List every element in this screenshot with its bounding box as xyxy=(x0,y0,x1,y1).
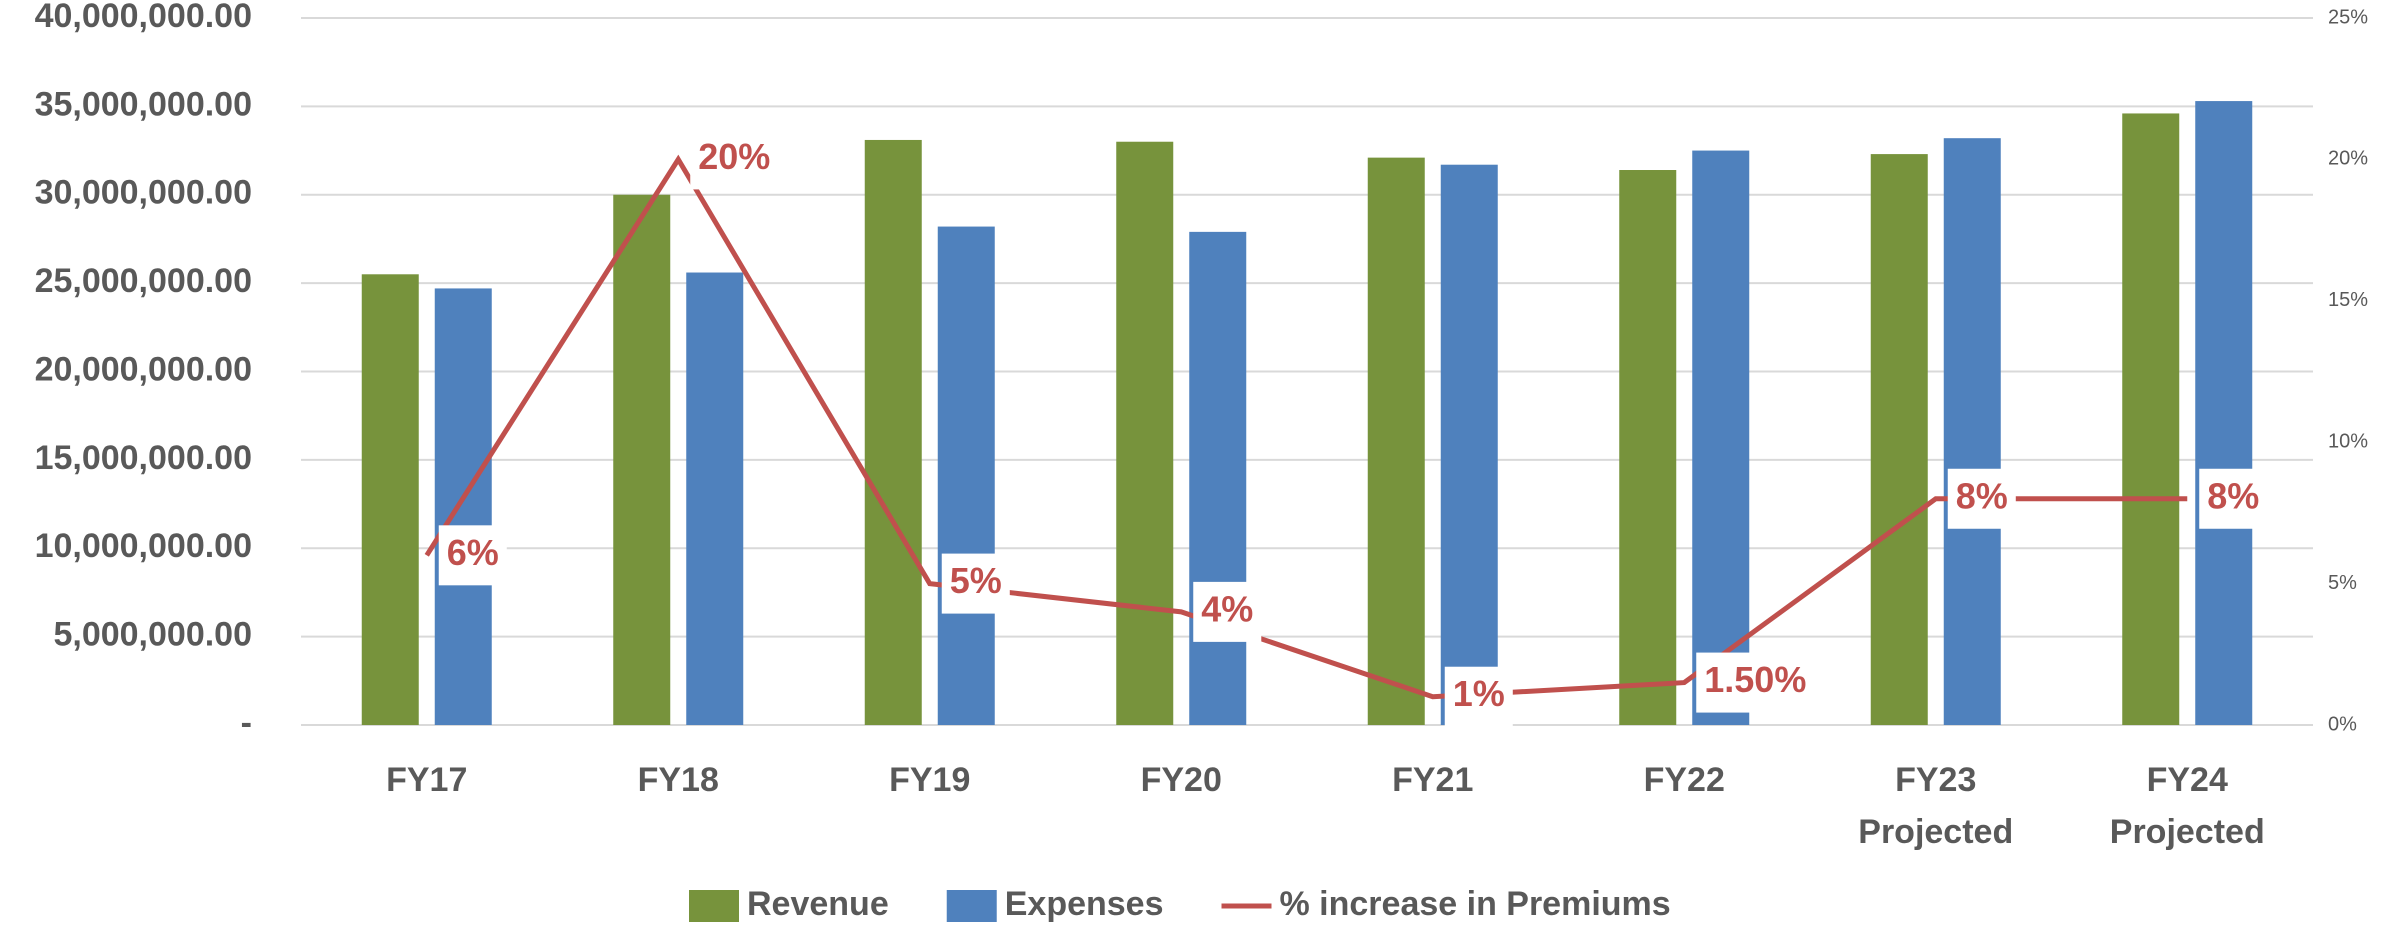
data-label: 1.50% xyxy=(1704,659,1806,700)
data-label-box xyxy=(2199,468,2268,529)
legend-label: % increase in Premiums xyxy=(1280,885,1671,923)
x-tick-label: FY21 xyxy=(1392,761,1473,799)
x-tick-label: FY18 xyxy=(638,761,719,799)
bar xyxy=(1189,231,1247,725)
bar xyxy=(613,194,671,725)
bar xyxy=(1440,164,1498,725)
y-tick-label: 10,000,000.00 xyxy=(35,527,252,565)
y2-tick-label: 20% xyxy=(2328,148,2368,170)
y-tick-label: 35,000,000.00 xyxy=(35,85,252,123)
data-label: 1% xyxy=(1453,673,1505,714)
y-tick-label: 20,000,000.00 xyxy=(35,350,252,388)
data-label-box xyxy=(941,553,1010,614)
bar xyxy=(1870,154,1928,725)
bar xyxy=(1692,150,1750,725)
line xyxy=(424,154,2188,700)
data-label-box xyxy=(1696,652,1815,713)
y2-tick-label: 25% xyxy=(2328,6,2368,28)
data-label-box xyxy=(438,525,507,586)
y2-tick-label: 15% xyxy=(2328,289,2368,311)
bar xyxy=(361,274,419,725)
x-tick-label: FY23 Projected xyxy=(1858,761,2013,851)
y-tick-label: 40,000,000.00 xyxy=(35,0,252,35)
y2-tick-label: 5% xyxy=(2328,572,2357,594)
bar xyxy=(1367,157,1425,725)
data-label: 8% xyxy=(2207,475,2259,516)
data-label: 4% xyxy=(1201,588,1253,629)
bar xyxy=(2195,101,2253,725)
y-tick-label: - xyxy=(241,704,252,742)
data-label: 20% xyxy=(698,136,770,177)
y-tick-label: 5,000,000.00 xyxy=(53,616,252,654)
data-label-box xyxy=(1947,468,2016,529)
bar xyxy=(1619,170,1677,725)
x-tick-label: FY17 xyxy=(386,761,467,799)
data-label-box xyxy=(1444,666,1513,727)
legend-swatch xyxy=(689,890,739,922)
data-label: 5% xyxy=(950,560,1002,601)
y-tick-label: 30,000,000.00 xyxy=(35,174,252,212)
legend-label: Expenses xyxy=(1005,885,1164,923)
data-label-box xyxy=(1193,581,1262,642)
x-tick-label: FY20 xyxy=(1141,761,1222,799)
bar xyxy=(686,272,744,725)
bar xyxy=(434,288,492,725)
bar xyxy=(1116,141,1174,726)
x-tick-label: FY22 xyxy=(1644,761,1725,799)
y2-tick-label: 10% xyxy=(2328,430,2368,452)
data-label: 6% xyxy=(447,532,499,573)
legend-swatch xyxy=(946,890,997,922)
y-tick-label: 15,000,000.00 xyxy=(35,439,252,477)
bar xyxy=(937,226,995,725)
x-tick-label: FY24 Projected xyxy=(2110,761,2265,851)
legend-label: Revenue xyxy=(747,885,889,923)
data-label-box xyxy=(690,129,779,190)
bar xyxy=(2122,113,2180,725)
x-tick-label: FY19 xyxy=(889,761,970,799)
y2-tick-label: 0% xyxy=(2328,713,2357,735)
bar xyxy=(864,139,922,725)
data-label: 8% xyxy=(1956,475,2008,516)
bar xyxy=(1943,138,2001,725)
y-tick-label: 25,000,000.00 xyxy=(35,262,252,300)
